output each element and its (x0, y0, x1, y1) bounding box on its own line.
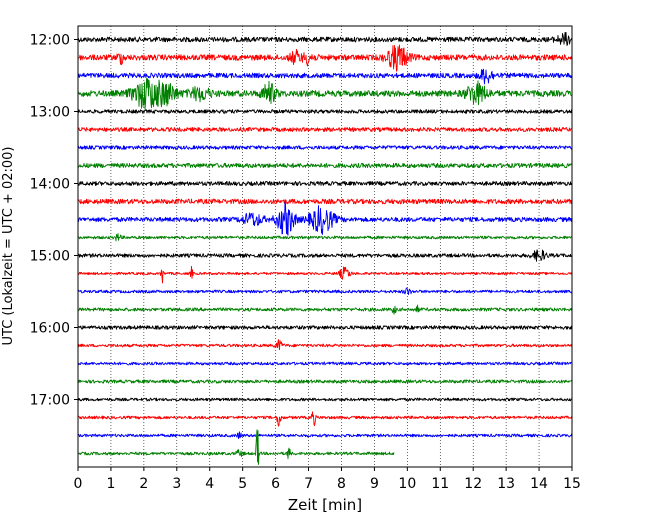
x-tick-label: 8 (337, 476, 346, 492)
trace-1600 (77, 325, 573, 330)
trace-1415 (77, 198, 573, 205)
x-tick-label: 14 (530, 476, 548, 492)
x-tick-label: 11 (431, 476, 449, 492)
x-axis-ticks: 0 1 2 3 4 5 6 7 8 9 10 11 12 13 14 15 (74, 467, 581, 492)
trace-1700 (77, 397, 573, 402)
trace-1545 (78, 304, 573, 315)
x-tick-label: 13 (497, 476, 515, 492)
x-tick-label: 15 (563, 476, 581, 492)
x-tick-label: 12 (464, 476, 482, 492)
y-tick-label: 15:00 (30, 249, 70, 265)
trace-1400 (77, 181, 573, 186)
x-tick-label: 0 (74, 476, 83, 492)
x-tick-label: 7 (304, 476, 313, 492)
x-tick-label: 6 (271, 476, 280, 492)
trace-1615 (77, 339, 573, 351)
x-tick-label: 10 (398, 476, 416, 492)
y-axis-ticks: 12:00 13:00 14:00 15:00 16:00 17:00 (30, 33, 78, 409)
x-tick-label: 4 (205, 476, 214, 492)
plot-area-frame (77, 25, 573, 468)
trace-1515 (77, 265, 573, 284)
y-tick-label: 12:00 (30, 33, 70, 49)
trace-1645 (77, 379, 573, 384)
trace-1445 (77, 233, 573, 242)
x-axis-label: Zeit [min] (288, 496, 362, 514)
trace-1500 (77, 249, 573, 262)
trace-1745 (77, 429, 395, 465)
x-tick-label: 5 (238, 476, 247, 492)
y-tick-label: 14:00 (30, 177, 70, 193)
trace-1315 (77, 127, 573, 132)
x-tick-label: 1 (106, 476, 115, 492)
x-tick-label: 2 (139, 476, 148, 492)
x-tick-label: 9 (370, 476, 379, 492)
trace-1715 (77, 411, 573, 427)
trace-1630 (77, 361, 573, 366)
trace-1530 (77, 287, 573, 296)
trace-1215 (77, 44, 573, 72)
x-tick-label: 3 (172, 476, 181, 492)
trace-1330 (77, 145, 573, 150)
trace-1230 (77, 68, 573, 85)
y-tick-label: 17:00 (30, 393, 70, 409)
trace-1300 (77, 109, 573, 114)
trace-1730 (77, 431, 573, 440)
trace-1345 (77, 162, 573, 169)
trace-series (77, 31, 573, 465)
trace-1200 (77, 31, 573, 46)
y-tick-label: 16:00 (30, 321, 70, 337)
trace-1430 (77, 201, 573, 236)
trace-1245 (77, 78, 573, 110)
y-tick-label: 13:00 (30, 105, 70, 121)
y-axis-label: UTC (Lokalzeit = UTC + 02:00) (1, 147, 16, 346)
